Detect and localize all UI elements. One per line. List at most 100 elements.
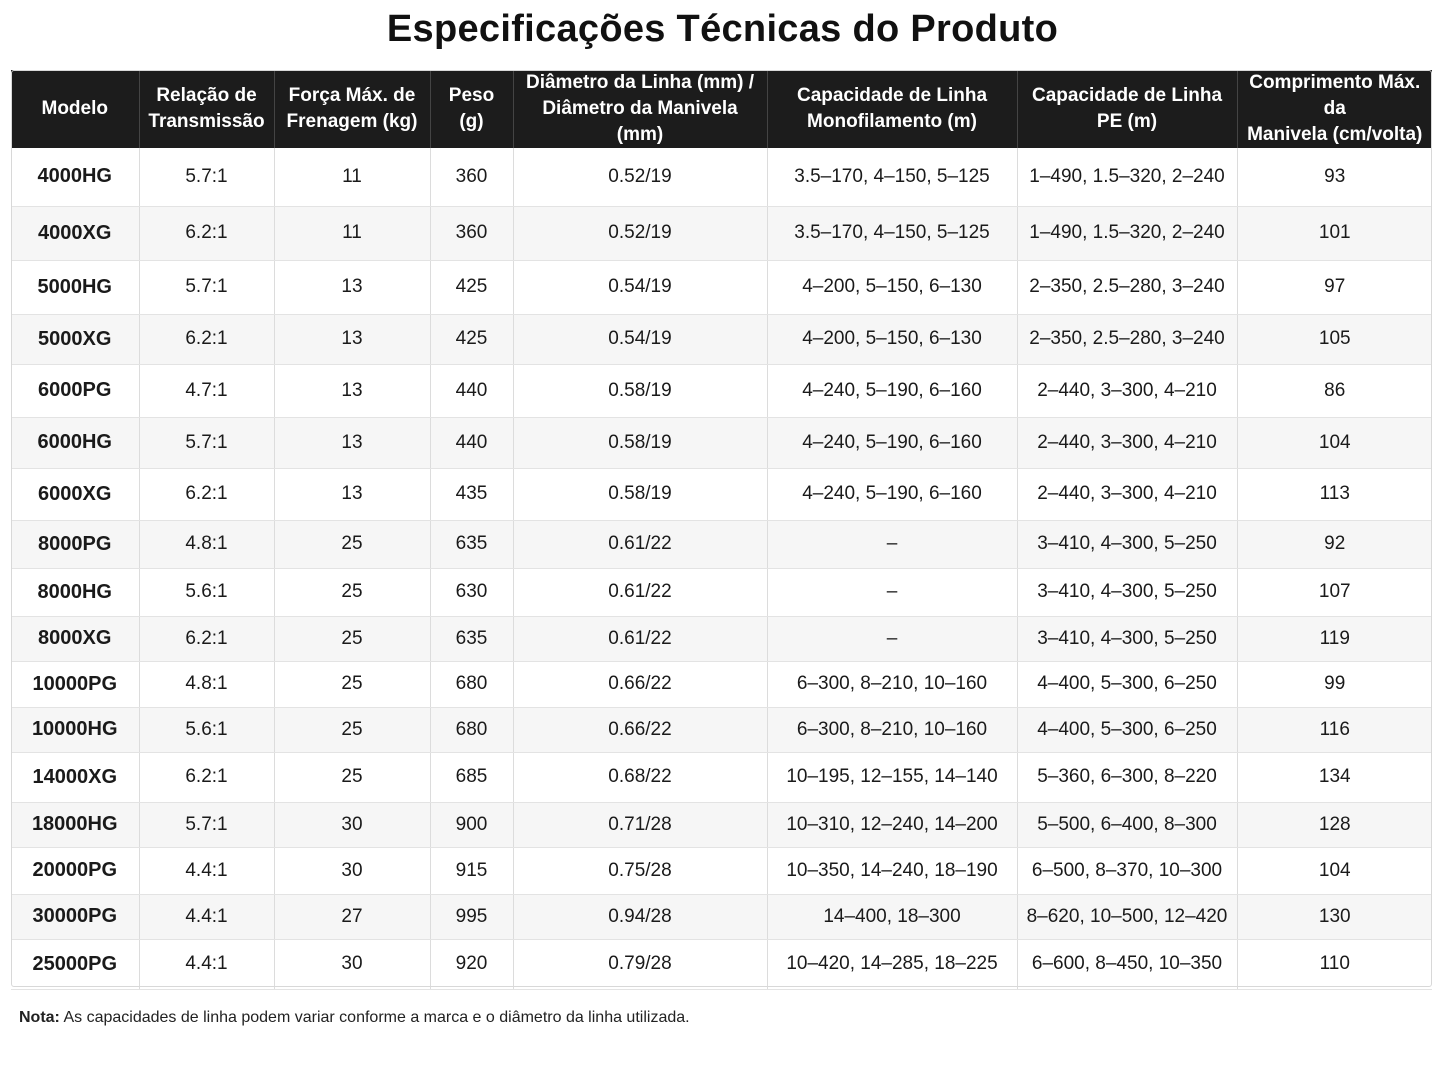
table-cell: 0.66/22	[513, 707, 768, 753]
table-cell: 25	[274, 520, 431, 569]
table-cell: 2–350, 2.5–280, 3–240	[1017, 314, 1238, 365]
table-header-row: Modelo Relação de Transmissão Força Máx. d…	[11, 70, 1432, 148]
table-cell: 92	[1237, 520, 1432, 569]
table-row: 4000XG 6.2:1 11 360 0.52/19 3.5–170, 4–150, 5…	[11, 206, 1432, 261]
table-cell: 107	[1237, 568, 1432, 617]
table-cell: 104	[1237, 847, 1432, 895]
table-row: 10000HG 5.6:1 25 680 0.66/22 6–300, 8–210, 10…	[11, 707, 1432, 753]
model-cell: 6000XG	[11, 468, 140, 521]
table-cell: 10–420, 14–285, 18–225	[767, 939, 1018, 990]
table-cell: 5.7:1	[139, 148, 275, 207]
table-row: 4000HG 5.7:1 11 360 0.52/19 3.5–170, 4–150, 5…	[11, 148, 1432, 207]
table-cell: 13	[274, 260, 431, 315]
table-row: 14000XG 6.2:1 25 685 0.68/22 10–195, 12–155, …	[11, 752, 1432, 803]
table-row: 8000HG 5.6:1 25 630 0.61/22–3–410, 4–300, 5–…	[11, 568, 1432, 617]
table-cell: –	[767, 568, 1018, 617]
table-cell: 30	[274, 802, 431, 848]
table-cell: 2–440, 3–300, 4–210	[1017, 468, 1238, 521]
table-row: 25000PG 4.4:1 30 920 0.79/28 10–420, 14–285, …	[11, 939, 1432, 990]
table-cell: 2–440, 3–300, 4–210	[1017, 417, 1238, 469]
table-cell: 0.68/22	[513, 752, 768, 803]
table-cell: 6.2:1	[139, 206, 275, 261]
table-cell: 13	[274, 417, 431, 469]
column-header: Força Máx. de Frenagem (kg)	[274, 70, 431, 148]
table-cell: 110	[1237, 939, 1432, 990]
table-row: 6000XG 6.2:1 13 435 0.58/19 4–240, 5–190, 6–1…	[11, 468, 1432, 521]
table-cell: 10–350, 14–240, 18–190	[767, 847, 1018, 895]
table-cell: 6.2:1	[139, 752, 275, 803]
table-cell: 13	[274, 468, 431, 521]
table-cell: 11	[274, 148, 431, 207]
model-cell: 5000XG	[11, 314, 140, 365]
table-cell: 630	[430, 568, 514, 617]
table-cell: 4.8:1	[139, 520, 275, 569]
table-cell: 101	[1237, 206, 1432, 261]
table-cell: –	[767, 520, 1018, 569]
table-cell: 4–400, 5–300, 6–250	[1017, 661, 1238, 708]
table-cell: 6.2:1	[139, 468, 275, 521]
model-cell: 8000HG	[11, 568, 140, 617]
table-cell: 0.71/28	[513, 802, 768, 848]
table-cell: 130	[1237, 894, 1432, 940]
column-header: Peso (g)	[430, 70, 514, 148]
model-cell: 20000PG	[11, 847, 140, 895]
table-cell: 14–400, 18–300	[767, 894, 1018, 940]
table-cell: 435	[430, 468, 514, 521]
table-cell: 4–200, 5–150, 6–130	[767, 260, 1018, 315]
table-cell: 25	[274, 661, 431, 708]
table-cell: 93	[1237, 148, 1432, 207]
table-cell: 680	[430, 661, 514, 708]
table-cell: 3–410, 4–300, 5–250	[1017, 520, 1238, 569]
table-cell: 425	[430, 314, 514, 365]
footnote-text: As capacidades de linha podem variar con…	[63, 1009, 690, 1026]
model-cell: 10000HG	[11, 707, 140, 753]
model-cell: 8000XG	[11, 616, 140, 662]
table-cell: 1–490, 1.5–320, 2–240	[1017, 206, 1238, 261]
table-cell: 4–400, 5–300, 6–250	[1017, 707, 1238, 753]
table-cell: 6–500, 8–370, 10–300	[1017, 847, 1238, 895]
model-cell: 4000HG	[11, 148, 140, 207]
table-row: 5000XG 6.2:1 13 425 0.54/19 4–200, 5–150, 6–1…	[11, 314, 1432, 365]
model-cell: 5000HG	[11, 260, 140, 315]
table-cell: 25	[274, 568, 431, 617]
table-cell: 4–240, 5–190, 6–160	[767, 417, 1018, 469]
table-cell: 0.54/19	[513, 314, 768, 365]
table-cell: 0.75/28	[513, 847, 768, 895]
table-cell: 0.52/19	[513, 206, 768, 261]
table-cell: 0.61/22	[513, 568, 768, 617]
table-cell: 0.54/19	[513, 260, 768, 315]
table-cell: 113	[1237, 468, 1432, 521]
model-cell: 10000PG	[11, 661, 140, 708]
table-cell: 8–620, 10–500, 12–420	[1017, 894, 1238, 940]
model-cell: 30000PG	[11, 894, 140, 940]
table-cell: 4.7:1	[139, 364, 275, 418]
model-cell: 25000PG	[11, 939, 140, 990]
table-cell: 440	[430, 364, 514, 418]
table-cell: 995	[430, 894, 514, 940]
table-cell: 5.6:1	[139, 568, 275, 617]
table-row: 8000XG 6.2:1 25 635 0.61/22–3–410, 4–300, 5–…	[11, 616, 1432, 662]
table-row: 6000PG 4.7:1 13 440 0.58/19 4–240, 5–190, 6–1…	[11, 364, 1432, 418]
table-row: 10000PG 4.8:1 25 680 0.66/22 6–300, 8–210, 10…	[11, 661, 1432, 708]
table-cell: 635	[430, 520, 514, 569]
table-cell: 27	[274, 894, 431, 940]
table-cell: 4–240, 5–190, 6–160	[767, 468, 1018, 521]
table-cell: 5–360, 6–300, 8–220	[1017, 752, 1238, 803]
table-cell: 3–410, 4–300, 5–250	[1017, 568, 1238, 617]
table-cell: 4.4:1	[139, 847, 275, 895]
table-cell: 360	[430, 206, 514, 261]
table-cell: 5.6:1	[139, 707, 275, 753]
model-cell: 4000XG	[11, 206, 140, 261]
table-cell: 0.61/22	[513, 616, 768, 662]
table-row: 5000HG 5.7:1 13 425 0.54/19 4–200, 5–150, 6–1…	[11, 260, 1432, 315]
footnote-label: Nota:	[19, 1009, 60, 1026]
table-cell: 0.66/22	[513, 661, 768, 708]
table-cell: 5.7:1	[139, 260, 275, 315]
table-cell: 10–310, 12–240, 14–200	[767, 802, 1018, 848]
table-cell: 99	[1237, 661, 1432, 708]
model-cell: 6000PG	[11, 364, 140, 418]
table-cell: 119	[1237, 616, 1432, 662]
table-cell: 360	[430, 148, 514, 207]
table-cell: 25	[274, 752, 431, 803]
table-cell: 680	[430, 707, 514, 753]
